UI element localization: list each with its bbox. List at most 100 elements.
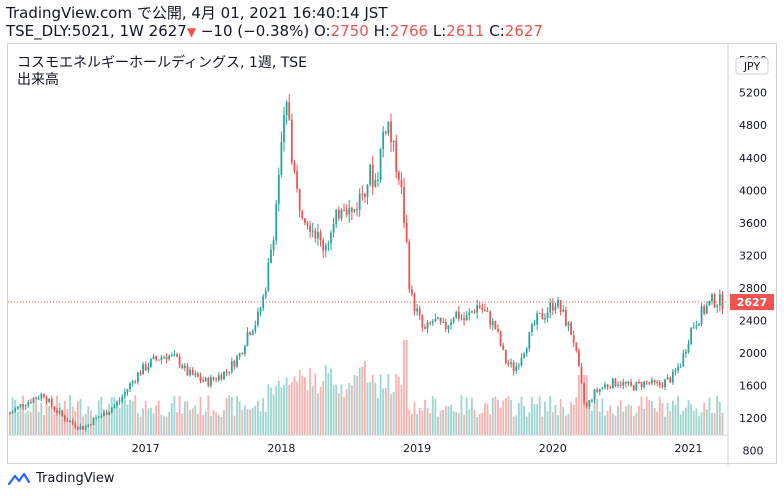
volume-bar	[572, 404, 575, 435]
x-tick-label: 2018	[267, 442, 295, 455]
candle-body	[460, 318, 463, 320]
volume-bar	[170, 403, 173, 435]
candle	[528, 331, 531, 352]
candle-body	[617, 384, 619, 386]
y-tick-label: 1600	[739, 380, 767, 393]
candle	[298, 188, 301, 218]
candle	[230, 357, 233, 375]
volume-bar	[703, 402, 706, 435]
volume-bar	[147, 408, 150, 435]
candle	[397, 170, 400, 185]
candle-body	[463, 318, 465, 321]
footer[interactable]: TradingView	[8, 471, 115, 486]
volume-bar	[332, 385, 335, 435]
candle-body	[374, 180, 377, 187]
volume-bar	[557, 415, 559, 435]
close-value: 2627	[504, 22, 543, 40]
volume-bar	[210, 415, 212, 435]
volume-bar	[113, 397, 116, 435]
candle	[403, 177, 405, 229]
candle-body	[283, 115, 285, 142]
candle	[74, 421, 77, 430]
candle	[223, 371, 225, 380]
volume-bar	[301, 375, 304, 435]
volume-bar	[319, 386, 322, 435]
candle-body	[684, 352, 687, 354]
volume-bar	[84, 413, 87, 435]
volume-bar	[45, 402, 48, 435]
candle-body	[622, 381, 625, 386]
volume-bar	[288, 384, 291, 435]
price-chart[interactable]: 2627 800 1200 1600 2000 2400 2800 3200 3600 4000 4…	[8, 44, 778, 465]
volume-bar	[484, 403, 486, 435]
volume-bar	[257, 400, 259, 435]
candle-body	[277, 174, 280, 205]
volume-bar	[330, 368, 332, 435]
volume-bar	[183, 401, 186, 435]
candle	[669, 376, 672, 383]
candle-body	[442, 321, 445, 323]
candle	[531, 322, 533, 336]
volume-bar	[416, 414, 419, 435]
volume-bar	[666, 402, 669, 435]
candle	[259, 306, 262, 317]
candle	[377, 171, 379, 187]
volume-bar	[721, 412, 724, 435]
candle-body	[400, 179, 403, 188]
volume-bar	[43, 415, 45, 435]
volume-bar	[544, 401, 546, 435]
candle	[285, 99, 288, 125]
candle	[139, 370, 142, 376]
candle-body	[225, 371, 228, 373]
volume-bar	[377, 397, 379, 435]
candle	[61, 410, 64, 417]
candle	[624, 380, 627, 388]
volume-bar	[400, 385, 403, 435]
candle	[92, 417, 95, 426]
candle-body	[230, 361, 233, 372]
candle-body	[249, 332, 251, 335]
candle-body	[280, 141, 283, 175]
volume-bar	[264, 412, 267, 435]
candle-body	[452, 318, 455, 323]
candle-body	[11, 411, 14, 414]
volume-bar	[189, 409, 191, 435]
y-tick-label: 3200	[739, 249, 767, 262]
chart-frame[interactable]: 2627 800 1200 1600 2000 2400 2800 3200 3600 4000 4…	[7, 43, 778, 465]
candle	[450, 318, 452, 330]
volume-bar	[638, 405, 640, 435]
candle-body	[155, 356, 158, 360]
volume-bar	[191, 408, 194, 435]
change-text: −10 (−0.38%)	[200, 22, 310, 40]
candle-body	[455, 311, 458, 319]
volume-bar	[478, 413, 481, 435]
volume-bar	[58, 402, 61, 435]
candle	[196, 371, 199, 378]
candle	[303, 218, 306, 226]
x-tick-label: 2020	[539, 442, 567, 455]
candle-body	[476, 305, 479, 313]
volume-bar	[554, 404, 557, 435]
volume-bar	[103, 409, 105, 435]
candle	[335, 208, 338, 229]
volume-bar	[476, 416, 479, 435]
volume-bar	[614, 415, 617, 435]
candle-body	[379, 149, 382, 180]
volume-bar	[413, 401, 416, 435]
candle-body	[525, 348, 528, 354]
candle	[481, 303, 484, 314]
candle	[356, 202, 358, 217]
candle	[690, 327, 693, 346]
candle-body	[549, 302, 552, 313]
volume-bar	[160, 414, 163, 435]
candle-body	[666, 377, 669, 380]
candle-body	[583, 383, 586, 403]
candle	[371, 155, 374, 195]
y-tick-label: 2800	[739, 282, 767, 295]
candle-body	[95, 417, 98, 419]
candle-body	[97, 417, 100, 419]
candle	[551, 298, 554, 315]
candle-body	[536, 313, 539, 325]
volume-bar	[24, 412, 27, 435]
volume-bar	[457, 413, 460, 435]
